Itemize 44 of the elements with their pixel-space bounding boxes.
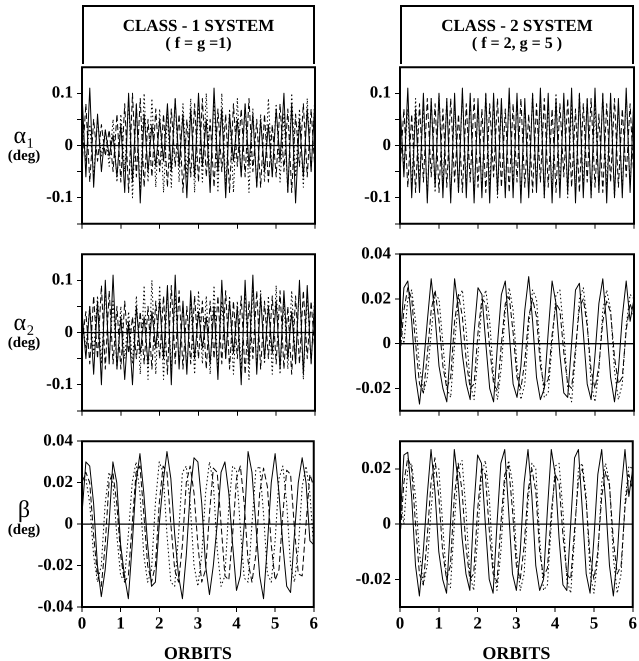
x-tick-label: 0 [78,614,86,633]
y-axis-title: α₂ (deg) [6,310,42,352]
x-tick-label: 2 [473,614,482,633]
y-axis-title: β (deg) [6,497,42,539]
x-tick-label: 4 [550,614,560,633]
y-tick-label: 0 [382,134,391,154]
y-tick-label: 0.02 [43,472,73,492]
y-tick-label: 0.02 [361,288,391,308]
x-axis-title: ORBITS [482,642,550,661]
x-tick-label: 1 [434,614,444,633]
y-tick-label: 0 [64,322,73,341]
y-tick-label: -0.04 [38,596,74,616]
y-tick-label: 0 [382,513,391,532]
x-tick-label: 3 [512,614,521,633]
y-tick-label: 0 [64,134,73,154]
x-tick-label: 6 [310,614,318,633]
y-tick-label: 0.1 [370,82,391,102]
x-tick-label: 5 [590,614,598,633]
x-tick-label: 5 [270,614,280,633]
chart-title: CLASS - 2 SYSTEM [440,16,594,35]
chart-subtitle: ( f = 2, g = 5 ) [470,35,564,53]
y-tick-label: -0.1 [364,187,391,206]
x-tick-label: 3 [194,614,202,633]
y-axis-title: α₁ (deg) [6,123,42,165]
x-tick-label: 6 [628,614,637,633]
y-tick-label: -0.02 [356,568,391,588]
y-tick-label: 0.04 [361,244,392,263]
y-tick-label: 0.04 [43,430,74,450]
y-tick-label: -0.1 [46,374,73,394]
y-tick-label: 0 [64,513,73,532]
x-tick-label: 2 [155,614,164,633]
x-tick-label: 1 [116,614,125,633]
y-tick-label: 0.1 [52,82,73,102]
chart-subtitle: ( f = g =1) [164,35,233,53]
y-tick-label: 0 [382,333,391,352]
chart-title: CLASS - 1 SYSTEM [122,16,276,35]
y-tick-label: 0.1 [52,270,73,289]
y-tick-label: 0.02 [361,458,391,478]
x-axis-title: ORBITS [164,642,232,661]
y-tick-label: -0.1 [46,187,73,206]
x-tick-label: 4 [232,614,242,633]
y-tick-label: -0.02 [38,554,73,574]
x-tick-label: 0 [396,614,404,633]
y-tick-label: -0.02 [356,378,391,397]
